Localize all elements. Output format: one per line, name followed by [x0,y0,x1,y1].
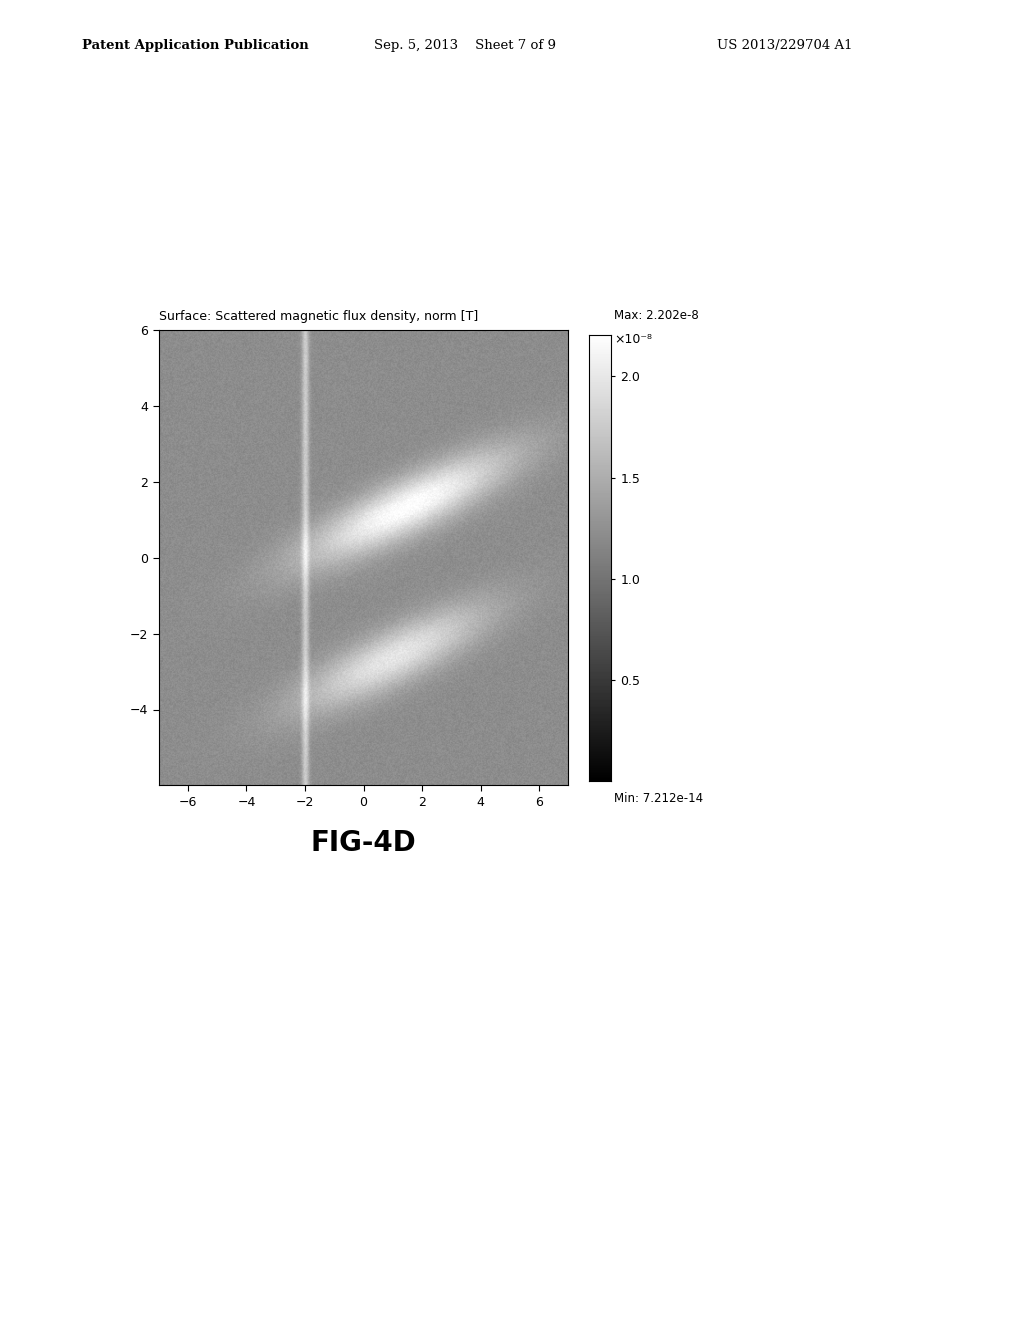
Text: Max: 2.202e-8: Max: 2.202e-8 [614,309,699,322]
Text: Sep. 5, 2013    Sheet 7 of 9: Sep. 5, 2013 Sheet 7 of 9 [374,38,556,51]
Text: Surface: Scattered magnetic flux density, norm [T]: Surface: Scattered magnetic flux density… [159,310,478,323]
Text: Min: 7.212e-14: Min: 7.212e-14 [614,792,703,805]
Text: FIG-4D: FIG-4D [310,829,417,858]
Text: Patent Application Publication: Patent Application Publication [82,38,308,51]
Text: ×10⁻⁸: ×10⁻⁸ [614,333,652,346]
Text: US 2013/229704 A1: US 2013/229704 A1 [717,38,852,51]
